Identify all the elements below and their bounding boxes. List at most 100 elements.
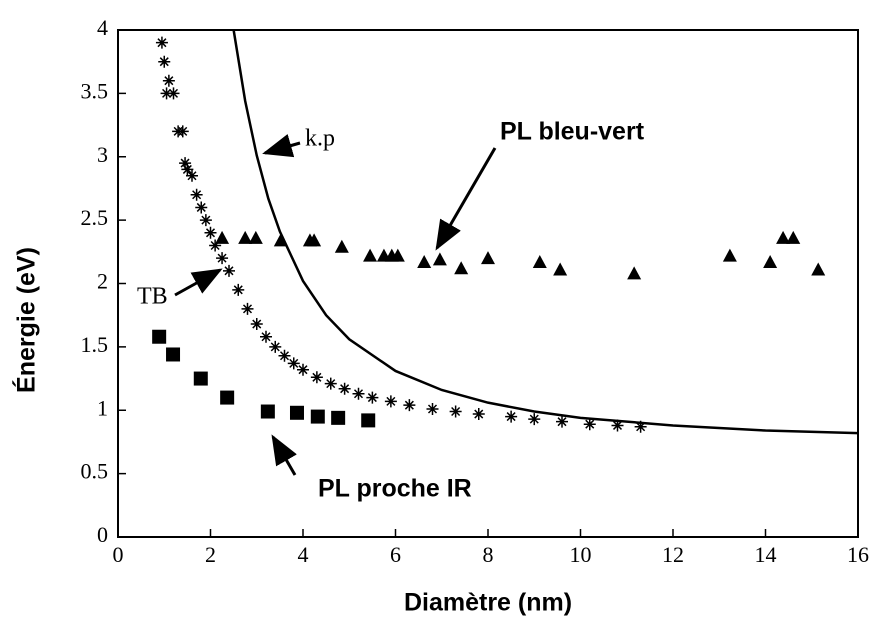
x-tick-label: 4 — [298, 542, 309, 567]
star-marker — [181, 163, 194, 176]
triangle-marker — [481, 251, 495, 265]
star-marker — [160, 87, 173, 100]
star-marker — [310, 371, 323, 384]
y-tick-label: 3 — [97, 142, 108, 167]
square-marker — [152, 329, 167, 344]
triangle-marker — [390, 248, 405, 262]
x-tick-label: 12 — [662, 542, 684, 567]
star-marker — [634, 420, 647, 433]
x-tick-label: 14 — [755, 542, 777, 567]
star-marker — [403, 399, 416, 412]
plot-frame — [117, 29, 859, 538]
annotation: k.p — [305, 126, 335, 152]
star-marker — [269, 340, 282, 353]
star-marker — [158, 55, 171, 68]
kp-line — [232, 29, 859, 435]
square-marker — [331, 410, 346, 425]
star-marker — [155, 36, 168, 49]
star-marker — [199, 214, 212, 227]
arrow — [271, 434, 297, 476]
arrow — [435, 147, 497, 251]
square-marker — [289, 405, 304, 420]
triangle-marker — [776, 230, 791, 244]
star-marker — [324, 377, 337, 390]
x-tick-label: 0 — [113, 542, 124, 567]
star-marker — [278, 349, 291, 362]
star-marker — [190, 188, 203, 201]
star-marker — [287, 357, 300, 370]
triangle-marker — [786, 230, 801, 244]
square-marker — [193, 371, 208, 386]
y-tick-label: 0.5 — [81, 459, 109, 484]
triangle-marker — [363, 248, 378, 262]
triangle-marker — [215, 230, 230, 244]
square-marker — [361, 413, 376, 428]
star-marker — [583, 418, 596, 431]
arrow — [262, 134, 301, 158]
star-marker — [241, 302, 254, 315]
x-tick-label: 10 — [570, 542, 592, 567]
star-marker — [297, 363, 309, 376]
y-tick-label: 1.5 — [81, 332, 109, 357]
triangle-marker — [334, 239, 349, 253]
y-tick-label: 0 — [97, 522, 108, 547]
star-marker — [176, 125, 189, 138]
star-marker — [186, 169, 198, 182]
star-marker — [611, 419, 624, 432]
arrow — [174, 268, 223, 297]
star-marker — [366, 391, 379, 404]
star-marker — [449, 405, 462, 418]
x-tick-label: 2 — [205, 542, 216, 567]
triangle-marker — [722, 248, 737, 262]
annotation: PL bleu-vert — [500, 118, 645, 146]
star-marker — [338, 382, 351, 395]
star-marker — [472, 408, 485, 421]
star-marker — [204, 226, 217, 239]
square-marker — [310, 409, 325, 424]
y-tick-label: 3.5 — [81, 78, 109, 103]
triangle-marker — [454, 261, 469, 275]
x-tick-label: 8 — [483, 542, 494, 567]
x-tick-label: 6 — [390, 542, 401, 567]
star-marker — [195, 201, 208, 214]
triangle-marker — [432, 252, 447, 266]
star-marker — [505, 410, 518, 423]
star-marker — [250, 318, 263, 331]
star-marker — [232, 283, 245, 296]
y-tick-label: 4 — [97, 15, 108, 40]
star-marker — [179, 157, 192, 170]
square-marker — [220, 390, 235, 405]
triangle-marker — [627, 266, 642, 280]
triangle-marker — [553, 262, 568, 276]
triangle-marker — [811, 262, 826, 276]
star-marker — [216, 252, 229, 265]
x-tick-label: 16 — [847, 542, 869, 567]
triangle-marker — [238, 230, 253, 244]
square-marker — [260, 404, 275, 419]
star-marker — [528, 413, 541, 426]
star-marker — [556, 415, 568, 428]
y-tick-label: 1 — [97, 395, 108, 420]
star-marker — [352, 387, 365, 400]
y-axis-label: Énergie (eV) — [12, 247, 41, 393]
triangle-marker — [307, 233, 322, 247]
triangle-marker — [248, 230, 263, 244]
star-marker — [209, 239, 222, 252]
triangle-marker — [763, 254, 778, 268]
y-tick-label: 2 — [97, 269, 108, 294]
star-marker — [426, 402, 439, 415]
y-tick-label: 2.5 — [81, 205, 109, 230]
x-axis-label: Diamètre (nm) — [404, 589, 572, 617]
star-marker — [162, 74, 175, 87]
star-marker — [223, 264, 235, 277]
star-marker — [167, 87, 180, 100]
triangle-marker — [532, 254, 547, 268]
triangle-marker — [273, 233, 288, 247]
star-marker — [260, 330, 272, 343]
star-marker — [384, 395, 397, 408]
square-marker — [166, 347, 181, 362]
triangle-marker — [417, 254, 432, 268]
annotation: PL proche IR — [318, 475, 472, 503]
annotation: TB — [137, 284, 168, 310]
